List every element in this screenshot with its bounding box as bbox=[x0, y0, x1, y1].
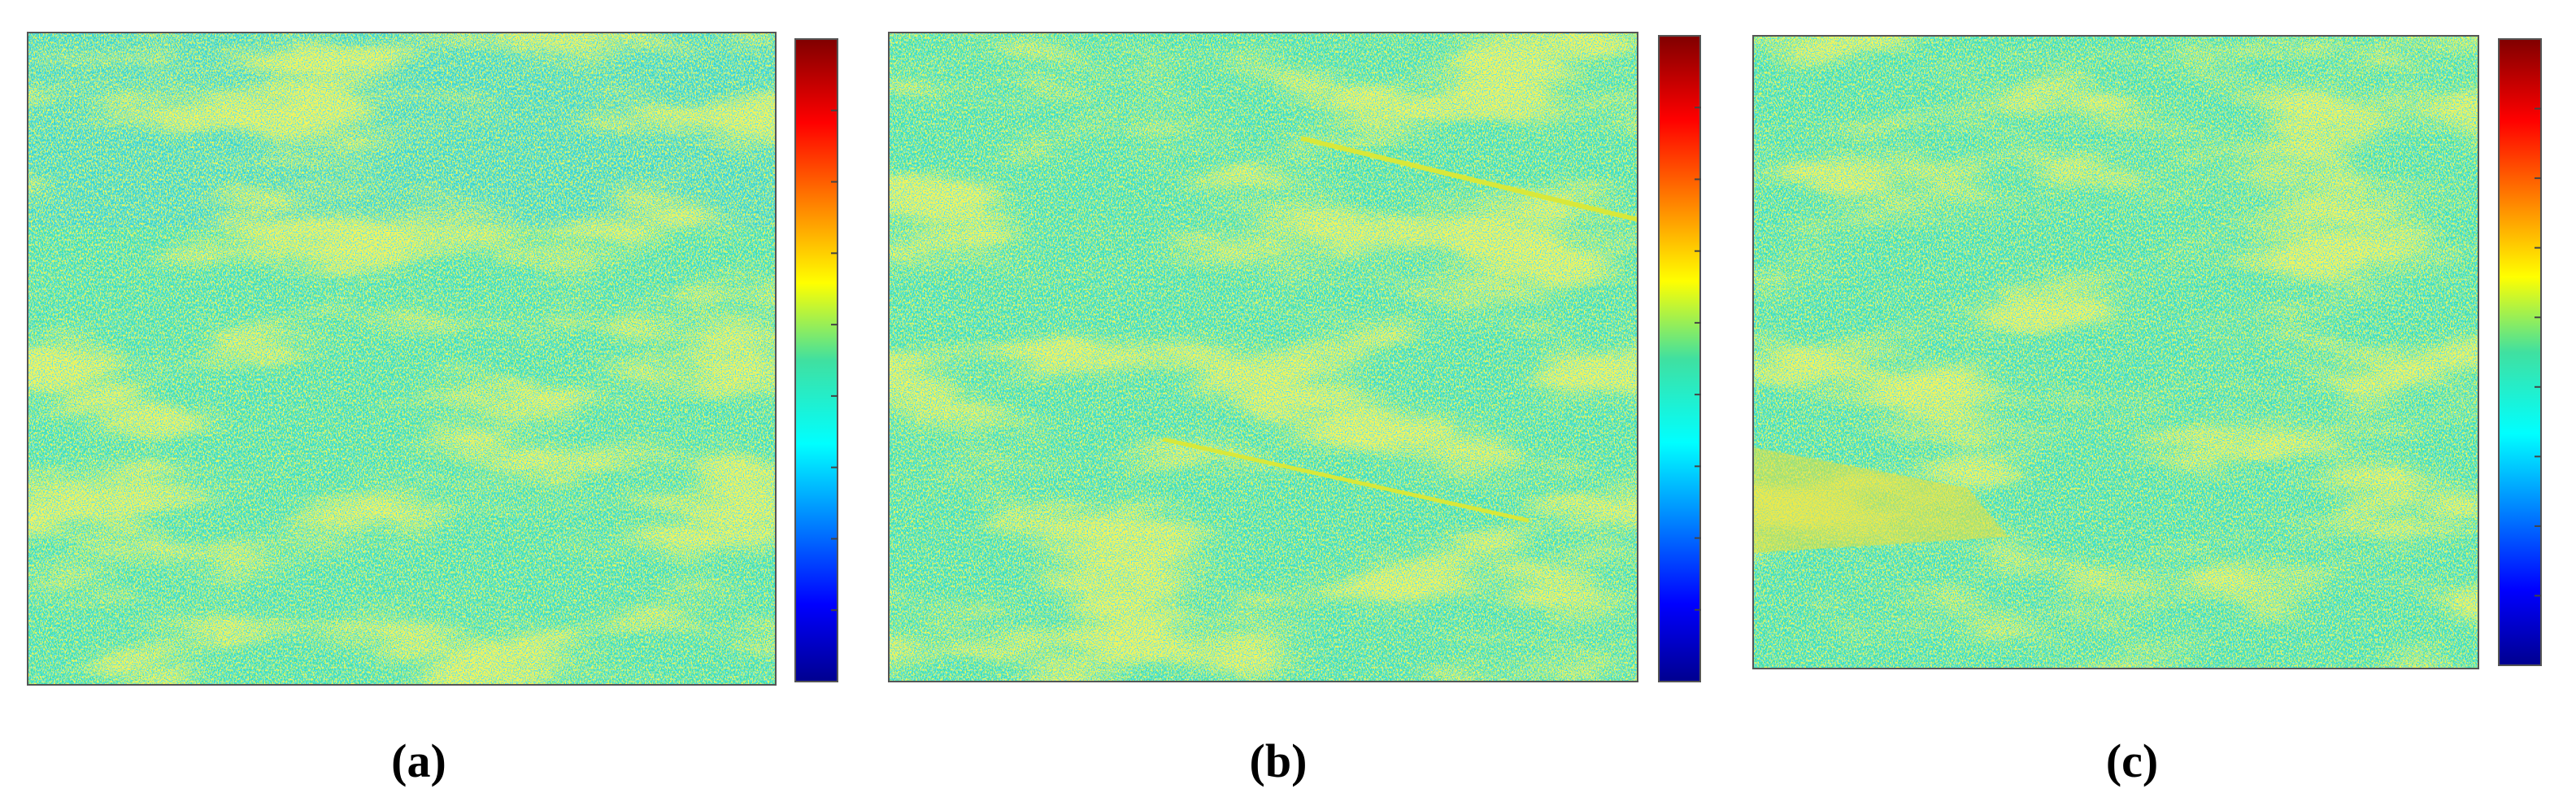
image-frame bbox=[888, 32, 1638, 682]
image-speckle bbox=[28, 33, 776, 685]
panel-label: (c) bbox=[2106, 734, 2158, 787]
panel-b: (b) bbox=[888, 32, 1701, 787]
colorbar bbox=[2498, 38, 2542, 666]
image-speckle bbox=[889, 33, 1638, 682]
image-speckle bbox=[1753, 36, 2478, 669]
image-frame bbox=[1752, 35, 2479, 669]
image-frame bbox=[27, 32, 777, 686]
panel-a: (a) bbox=[27, 32, 838, 787]
image-feature bbox=[1162, 437, 1530, 523]
panel-label: (a) bbox=[391, 734, 446, 787]
image-feature bbox=[1300, 136, 1638, 222]
panel-label: (b) bbox=[1250, 734, 1308, 787]
colorbar bbox=[794, 38, 838, 682]
image-feature bbox=[1753, 447, 2008, 553]
colorbar bbox=[1658, 35, 1701, 682]
panel-c: (c) bbox=[1752, 35, 2542, 787]
